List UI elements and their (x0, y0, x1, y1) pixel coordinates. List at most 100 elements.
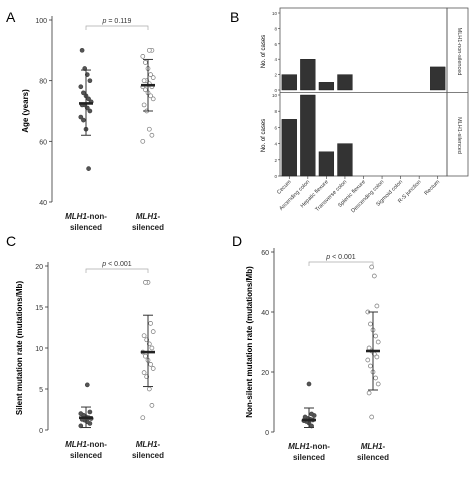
panel-a-category-suffix: -non- (87, 212, 107, 221)
panel-c-group-2-point (141, 370, 147, 375)
panel-d-group-2-point (375, 381, 381, 387)
panel-c-category-suffix: - (158, 440, 161, 449)
panel-b-bar (281, 119, 297, 177)
panel-c-category-line2: silenced (70, 451, 102, 460)
panel-c-group-1-point (87, 409, 93, 415)
panel-a-group-2-point (148, 93, 153, 99)
panel-a-group-2-point (150, 75, 156, 80)
panel-c-category-gene: MLH1 (136, 440, 158, 449)
panel-c-y-tick-label: 20 (35, 264, 43, 271)
panel-b-bar (318, 151, 335, 177)
panel-d-p-text: < 0.001 (330, 254, 356, 261)
panel-c-group-2-point (143, 353, 148, 359)
panel-d-category-gene: MLH1 (361, 442, 383, 451)
panel-d-group-2-point (368, 321, 373, 327)
panel-a-group-2-point (149, 132, 155, 138)
panel-a-group-2-point (141, 78, 147, 84)
panel-c-group-2-point (149, 403, 155, 408)
panel-b-y-axis-label: No. of cases (261, 119, 267, 152)
panel-d-category-line2: silenced (293, 453, 325, 462)
panel-a-category-line2: silenced (70, 223, 102, 232)
panel-b-y-tick-label: 2 (274, 158, 277, 163)
panel-d-group-2-point (366, 345, 372, 351)
panel-a-group-1-point (87, 108, 93, 114)
panel-a-group-2-point (148, 72, 153, 77)
panel-a-category-label: MLH1- (136, 212, 161, 221)
panel-b-bar (300, 59, 316, 91)
panel-d-group-2-point (375, 339, 381, 345)
panel-c-y-tick-label: 15 (35, 305, 43, 312)
panel-c-category-label: MLH1-non- (65, 440, 107, 449)
panel-c-category-line2: silenced (132, 451, 164, 460)
panel-a-group-1-point (81, 117, 86, 123)
panel-a-y-tick-label: 40 (39, 200, 47, 207)
panel-c-y-tick-label: 5 (39, 387, 43, 394)
panel-label-d: D (232, 233, 242, 249)
panel-d-category-suffix: -non- (310, 442, 330, 451)
panel-d-p-symbol: p (325, 254, 330, 261)
panel-b-x-tick-label: Descending colon (350, 179, 385, 214)
panel-c-group-2-point (150, 366, 156, 371)
panel-a-category-line2: silenced (132, 223, 164, 232)
panel-a-group-2-point (141, 102, 147, 108)
panel-d-group-1-point (306, 381, 312, 387)
panel-b-y-tick-label: 8 (274, 26, 277, 31)
panel-c-group-2-point (143, 280, 148, 285)
panel-a-y-axis-label: Age (years) (21, 89, 30, 133)
panel-a-category-gene: MLH1 (136, 212, 158, 221)
panel-a-y-tick-label: 100 (35, 18, 47, 25)
panel-c-group-2-point (149, 345, 155, 351)
panel-a-p-text: = 0.119 (106, 18, 131, 25)
panel-c-group-1-point (78, 423, 84, 429)
panel-d-chart: 0 20 40 60 Non-silent mutation rate (mutatio… (245, 248, 389, 462)
panel-a-group-1-point (81, 90, 86, 96)
panel-d-group-2-point (365, 357, 371, 363)
panel-a-group-1-point (78, 84, 84, 90)
panel-a-group-2-point (143, 87, 148, 93)
panel-d-group-2-point (366, 390, 372, 396)
panel-d-group-1-point (302, 414, 308, 420)
panel-c-y-axis-label: Silent mutation rate (mutations/Mb) (15, 281, 24, 416)
panel-d-category-label: MLH1-non- (288, 442, 330, 451)
panel-a-group-2-point (146, 126, 152, 132)
panel-c-chart: 0 5 10 15 20 Silent mutation rate (mutations/… (15, 261, 164, 460)
panel-d-group-2-point (369, 414, 375, 420)
panel-c-y-tick-label: 10 (35, 346, 43, 353)
panel-b-bar (430, 66, 446, 91)
panel-d-category-suffix: - (383, 442, 386, 451)
panel-d-y-tick-label: 40 (261, 310, 269, 317)
panel-b-x-tick-label: Rectum (423, 179, 441, 197)
panel-a-group-1-point (86, 166, 91, 171)
panel-c-p-text: < 0.001 (106, 261, 132, 268)
panel-label-b: B (230, 9, 239, 25)
panel-a-category-label: MLH1-non- (65, 212, 107, 221)
panel-b-strip-frame (446, 7, 469, 177)
panel-a-y-tick-label: 60 (39, 139, 47, 146)
panel-d-group-2-point (373, 333, 378, 339)
panel-label-a: A (6, 9, 16, 25)
panel-c-group-1-point (78, 411, 84, 416)
panel-label-c: C (6, 233, 16, 249)
panel-a-group-2-point (140, 138, 146, 144)
panel-a-category-suffix: - (158, 212, 161, 221)
panel-c-group-2-point (146, 386, 152, 392)
panel-a-category-gene: MLH1 (65, 212, 87, 221)
panel-a-y-tick-label: 80 (39, 79, 47, 86)
panel-b-y-tick-label: 0 (274, 174, 277, 179)
panel-a-p-value: p = 0.119 (102, 18, 132, 25)
panel-b-bar (281, 74, 297, 91)
panel-c-group-2-point (150, 329, 156, 334)
panel-c-group-2-point (141, 333, 147, 339)
panel-d-category-label: MLH1- (361, 442, 386, 451)
panel-b-y-tick-label: 6 (274, 125, 277, 130)
panel-b-bar (337, 74, 353, 91)
panel-a-group-1-point (78, 114, 84, 120)
panel-b-y-axis-label: No. of cases (261, 35, 267, 68)
panel-c-group-2-point (140, 415, 146, 421)
panel-a-group-1-point (86, 96, 91, 102)
panel-d-group-2-point (371, 273, 377, 279)
panel-b-y-tick-label: 10 (272, 11, 278, 16)
panel-b-chart: 0 2 4 6 8 10 No. of cases MLH1-non-silenced 0 2 4 6… (261, 7, 469, 214)
